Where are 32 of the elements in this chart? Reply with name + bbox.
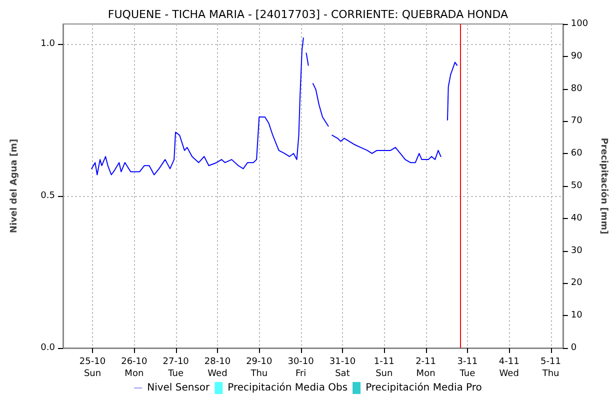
x-tick-label: 26-10 Mon — [121, 357, 148, 379]
y2-tick-label: 100 — [570, 19, 588, 29]
y2-tick-label: 90 — [570, 51, 583, 62]
y2-tick-label: 50 — [570, 181, 583, 191]
y2-tick-label: 40 — [570, 213, 583, 224]
y2-tick-label: 30 — [570, 246, 583, 256]
x-tick-label: 25-10 Sun — [79, 357, 106, 379]
y2-tick-label: 10 — [570, 310, 583, 321]
x-tick-label: 2-11 Mon — [416, 357, 436, 379]
x-tick-label: 30-10 Fri — [288, 357, 314, 379]
y-tick-label: 0.0 — [40, 343, 56, 353]
x-tick-label: 3-11 Tue — [457, 357, 478, 379]
x-tick-label: 1-11 Sun — [374, 357, 394, 379]
y2-axis-title: Precipitación [mm] — [598, 138, 610, 234]
x-tick-label: 5-11 Thu — [540, 357, 561, 379]
x-tick-label: 4-11 Wed — [498, 357, 520, 379]
y-axis-title: Nivel del Agua [m] — [10, 138, 20, 234]
x-tick-label: 27-10 Tue — [162, 357, 190, 379]
x-tick-label: 31-10 Sat — [329, 357, 356, 379]
y2-tick-label: 60 — [570, 148, 583, 159]
chart-title: FUQUENE - TICHA MARIA - [24017703] - CORRIENTE: QUEBRADA HONDA — [108, 8, 509, 21]
y-tick-label: 0.5 — [40, 191, 55, 202]
y2-tick-label: 70 — [570, 116, 583, 126]
legend-label: Nivel Sensor — [147, 382, 211, 394]
y2-tick-label: 20 — [570, 278, 583, 288]
x-tick-label: 29-10 Thu — [246, 357, 272, 379]
legend-label: Precipitación Media Obs — [228, 382, 348, 394]
y2-tick-label: 80 — [570, 84, 583, 94]
legend-label: Precipitación Media Pro — [366, 382, 482, 394]
y2-tick-label: 0 — [570, 343, 577, 353]
y-tick-label: 1.0 — [40, 39, 56, 50]
x-tick-label: 28-10 Wed — [204, 357, 231, 379]
